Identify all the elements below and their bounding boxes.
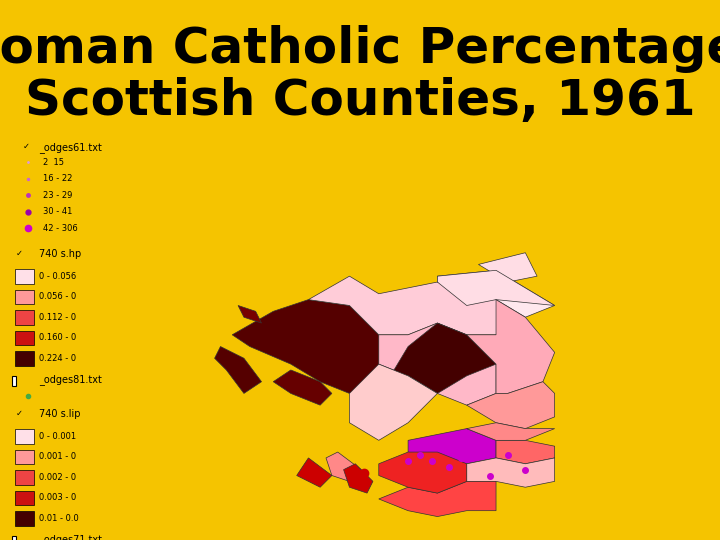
Bar [16, 289, 34, 304]
Polygon shape [343, 464, 373, 493]
Bar [12, 376, 17, 386]
Text: _odges81.txt: _odges81.txt [39, 375, 102, 386]
Bar [16, 330, 34, 345]
Text: 30 - 41: 30 - 41 [43, 207, 73, 216]
Polygon shape [438, 271, 554, 306]
Polygon shape [297, 458, 332, 487]
Text: Roman Catholic Percentage,: Roman Catholic Percentage, [0, 25, 720, 73]
Bar [16, 450, 34, 464]
Text: 0.003 - 0: 0.003 - 0 [39, 494, 76, 502]
Polygon shape [467, 382, 554, 429]
Bar [16, 491, 34, 505]
Text: 740 s.lip: 740 s.lip [39, 409, 80, 419]
Bar [16, 269, 34, 284]
Polygon shape [467, 423, 554, 440]
Polygon shape [274, 370, 332, 405]
Polygon shape [232, 300, 408, 394]
Polygon shape [467, 300, 554, 394]
Text: _odges61.txt: _odges61.txt [39, 142, 102, 153]
Text: 740 s.hp: 740 s.hp [39, 248, 81, 259]
Polygon shape [379, 452, 467, 493]
Text: _odges71.txt: _odges71.txt [39, 535, 102, 540]
Text: 42 - 306: 42 - 306 [43, 224, 78, 233]
Text: 16 - 22: 16 - 22 [43, 174, 73, 184]
Polygon shape [308, 276, 526, 335]
Polygon shape [379, 323, 496, 405]
Bar [16, 429, 34, 443]
Text: ✓: ✓ [16, 248, 22, 258]
Polygon shape [496, 440, 554, 464]
Polygon shape [349, 364, 438, 440]
Polygon shape [479, 253, 537, 282]
Polygon shape [390, 323, 496, 394]
Text: 0.224 - 0: 0.224 - 0 [39, 354, 76, 363]
Bar [16, 351, 34, 366]
Bar [16, 470, 34, 484]
Text: 0 - 0.001: 0 - 0.001 [39, 432, 76, 441]
Bar [12, 536, 17, 540]
Text: 0.160 - 0: 0.160 - 0 [39, 333, 76, 342]
Text: 0 - 0.056: 0 - 0.056 [39, 272, 76, 281]
Text: Scottish Counties, 1961: Scottish Counties, 1961 [24, 77, 696, 125]
Polygon shape [408, 429, 496, 464]
Text: 0.01 - 0.0: 0.01 - 0.0 [39, 514, 78, 523]
Text: 0.001 - 0: 0.001 - 0 [39, 453, 76, 461]
Polygon shape [238, 306, 261, 323]
Polygon shape [326, 452, 361, 481]
Bar [16, 310, 34, 325]
Text: 0.112 - 0: 0.112 - 0 [39, 313, 76, 322]
Text: 2  15: 2 15 [43, 158, 64, 167]
Polygon shape [215, 347, 261, 394]
Text: ✓: ✓ [23, 142, 30, 151]
Bar [16, 511, 34, 525]
Text: 0.002 - 0: 0.002 - 0 [39, 473, 76, 482]
Polygon shape [467, 458, 554, 487]
Text: 23 - 29: 23 - 29 [43, 191, 73, 200]
Text: 0.056 - 0: 0.056 - 0 [39, 292, 76, 301]
Polygon shape [438, 271, 554, 317]
Text: ✓: ✓ [16, 409, 22, 417]
Polygon shape [379, 481, 496, 517]
